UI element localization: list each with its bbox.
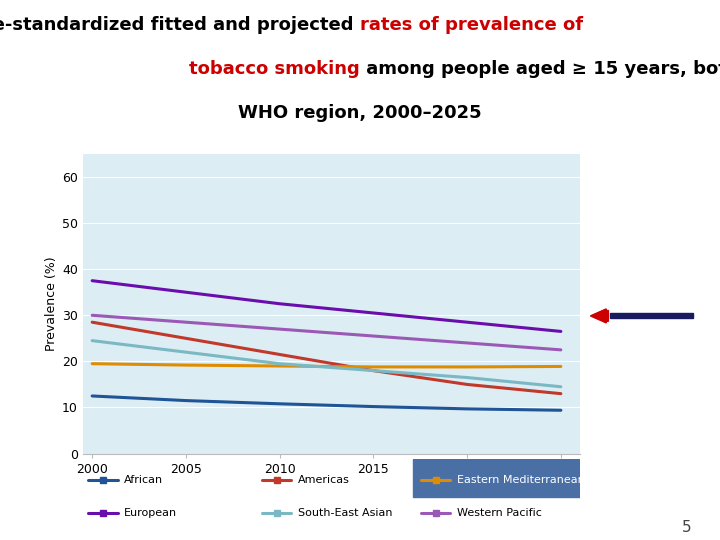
Text: Eastern Mediterranean: Eastern Mediterranean bbox=[457, 475, 585, 485]
Text: South-East Asian: South-East Asian bbox=[298, 509, 392, 518]
Text: tobacco smoking: tobacco smoking bbox=[189, 60, 360, 78]
Text: Americas: Americas bbox=[298, 475, 350, 485]
Text: Western Pacific: Western Pacific bbox=[457, 509, 541, 518]
Text: among people aged ≥ 15 years, both sexes, by: among people aged ≥ 15 years, both sexes… bbox=[360, 60, 720, 78]
Y-axis label: Prevalence (%): Prevalence (%) bbox=[45, 256, 58, 351]
FancyBboxPatch shape bbox=[413, 458, 580, 497]
Text: 5: 5 bbox=[682, 519, 691, 535]
Text: rates of prevalence of: rates of prevalence of bbox=[360, 16, 583, 34]
Text: WHO region, 2000–2025: WHO region, 2000–2025 bbox=[238, 104, 482, 122]
Text: European: European bbox=[124, 509, 177, 518]
Text: Age-standardized fitted and projected: Age-standardized fitted and projected bbox=[0, 16, 360, 34]
Text: African: African bbox=[124, 475, 163, 485]
